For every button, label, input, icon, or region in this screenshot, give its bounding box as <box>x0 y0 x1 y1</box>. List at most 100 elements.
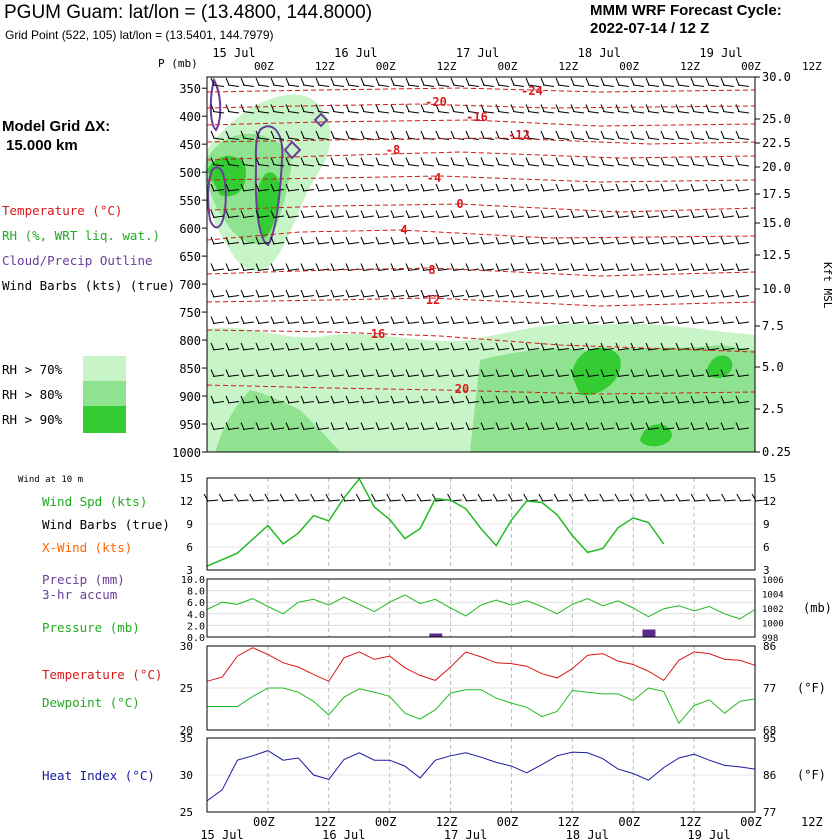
temperature-line <box>206 647 756 682</box>
wind-barb <box>392 111 405 114</box>
wind-barb <box>647 111 660 114</box>
heat-index-f-tick: 95 <box>763 732 776 745</box>
wind-barb <box>287 321 300 324</box>
wind-barb <box>407 242 420 245</box>
wind-barb <box>615 422 620 430</box>
wind-barb <box>375 342 380 351</box>
wind-barb <box>377 215 390 218</box>
wind-barb <box>467 348 480 351</box>
wind-barb <box>377 374 390 377</box>
wind-barb <box>242 268 255 271</box>
rh-shade-region <box>256 172 280 239</box>
wind-barb <box>377 84 390 87</box>
wind-barb <box>735 210 740 218</box>
wind-barb <box>617 242 630 245</box>
wind-barb <box>735 130 740 139</box>
top-date-label: 18 Jul <box>578 46 621 60</box>
height-level-label: 12.5 <box>762 248 791 262</box>
wind-barb <box>570 157 575 165</box>
wind-barb <box>450 342 455 351</box>
wind-barb <box>420 369 425 377</box>
wind-barb <box>572 242 585 245</box>
top-hour-label: 00Z <box>254 60 274 73</box>
wind-barb <box>540 77 545 86</box>
surface-wind-barb <box>538 493 544 502</box>
top-date-label: 17 Jul <box>456 46 499 60</box>
wind-barb <box>362 401 375 404</box>
surface-wind-barb <box>617 499 630 502</box>
wind-barb <box>527 321 540 324</box>
wind-barb <box>240 316 245 324</box>
wind-barb <box>480 263 485 271</box>
wind-barb <box>272 321 285 324</box>
wind-barb <box>692 164 705 167</box>
wind-barb <box>480 130 485 139</box>
wind-barb <box>300 289 305 298</box>
wind-barb <box>600 316 605 324</box>
wind-barb <box>452 164 465 167</box>
wind-barb <box>212 374 225 377</box>
wind-barb <box>707 268 720 271</box>
wind-barb <box>302 295 315 298</box>
precip-ytick: 6.0 <box>187 598 205 609</box>
wind-barb <box>540 263 545 271</box>
wind-barb <box>602 427 615 430</box>
wind-barb <box>240 263 245 271</box>
bottom-date-label: 17 Jul <box>444 828 487 840</box>
wind-barb <box>212 321 225 324</box>
wind-barb <box>587 242 600 245</box>
wind-barb <box>707 164 720 167</box>
wind-barb <box>600 395 605 404</box>
wind-barb <box>647 215 660 218</box>
wind-barb <box>315 369 320 377</box>
wind-barb <box>722 189 735 192</box>
wind-barb <box>362 295 375 298</box>
wind-barb <box>285 104 290 112</box>
top-hour-label: 00Z <box>741 60 761 73</box>
surface-wind-barb <box>206 499 219 502</box>
legend-temp-c: Temperature (°C) <box>42 667 163 682</box>
wind-barb <box>272 189 285 192</box>
wind-barb <box>450 183 455 192</box>
wind-barb <box>692 111 705 114</box>
wind-barb <box>525 236 530 245</box>
wind-barb <box>482 84 495 87</box>
wind-barb <box>227 295 240 298</box>
wind-barb <box>690 316 695 324</box>
wind-barb <box>212 242 225 245</box>
wind-barb <box>257 374 270 377</box>
wind-barb <box>210 157 215 165</box>
wind-barb <box>405 289 410 298</box>
wind-barb <box>227 164 240 167</box>
wind-barb <box>690 236 695 245</box>
wind-barb <box>405 157 410 165</box>
wind-barb <box>512 111 525 114</box>
wind-barb <box>317 401 330 404</box>
wind-barb <box>300 342 305 351</box>
wind-barb <box>362 111 375 114</box>
pressure-level-label: 500 <box>179 166 201 180</box>
wind-barb <box>465 369 470 377</box>
wind-barb <box>407 401 420 404</box>
surface-wind-barb <box>283 499 295 502</box>
wind-barb <box>707 427 720 430</box>
wind-barb <box>347 111 360 114</box>
wind-barb <box>452 321 465 324</box>
wind-barb <box>345 236 350 245</box>
wind-barb <box>300 183 305 192</box>
wind-barb <box>452 401 465 404</box>
wind-barb <box>735 263 740 271</box>
wind-barb <box>435 210 440 218</box>
wind-barb <box>435 104 440 112</box>
wind-barb <box>375 77 380 86</box>
wind-barb <box>482 215 495 218</box>
surface-wind-barb <box>721 493 726 502</box>
wind-barb <box>405 316 410 324</box>
wind-barb <box>300 395 305 404</box>
wind-barb <box>660 395 665 404</box>
wind-barb <box>407 111 420 114</box>
surface-wind-barb <box>736 493 742 502</box>
wind-barb <box>315 316 320 324</box>
wind-barb <box>407 348 420 351</box>
